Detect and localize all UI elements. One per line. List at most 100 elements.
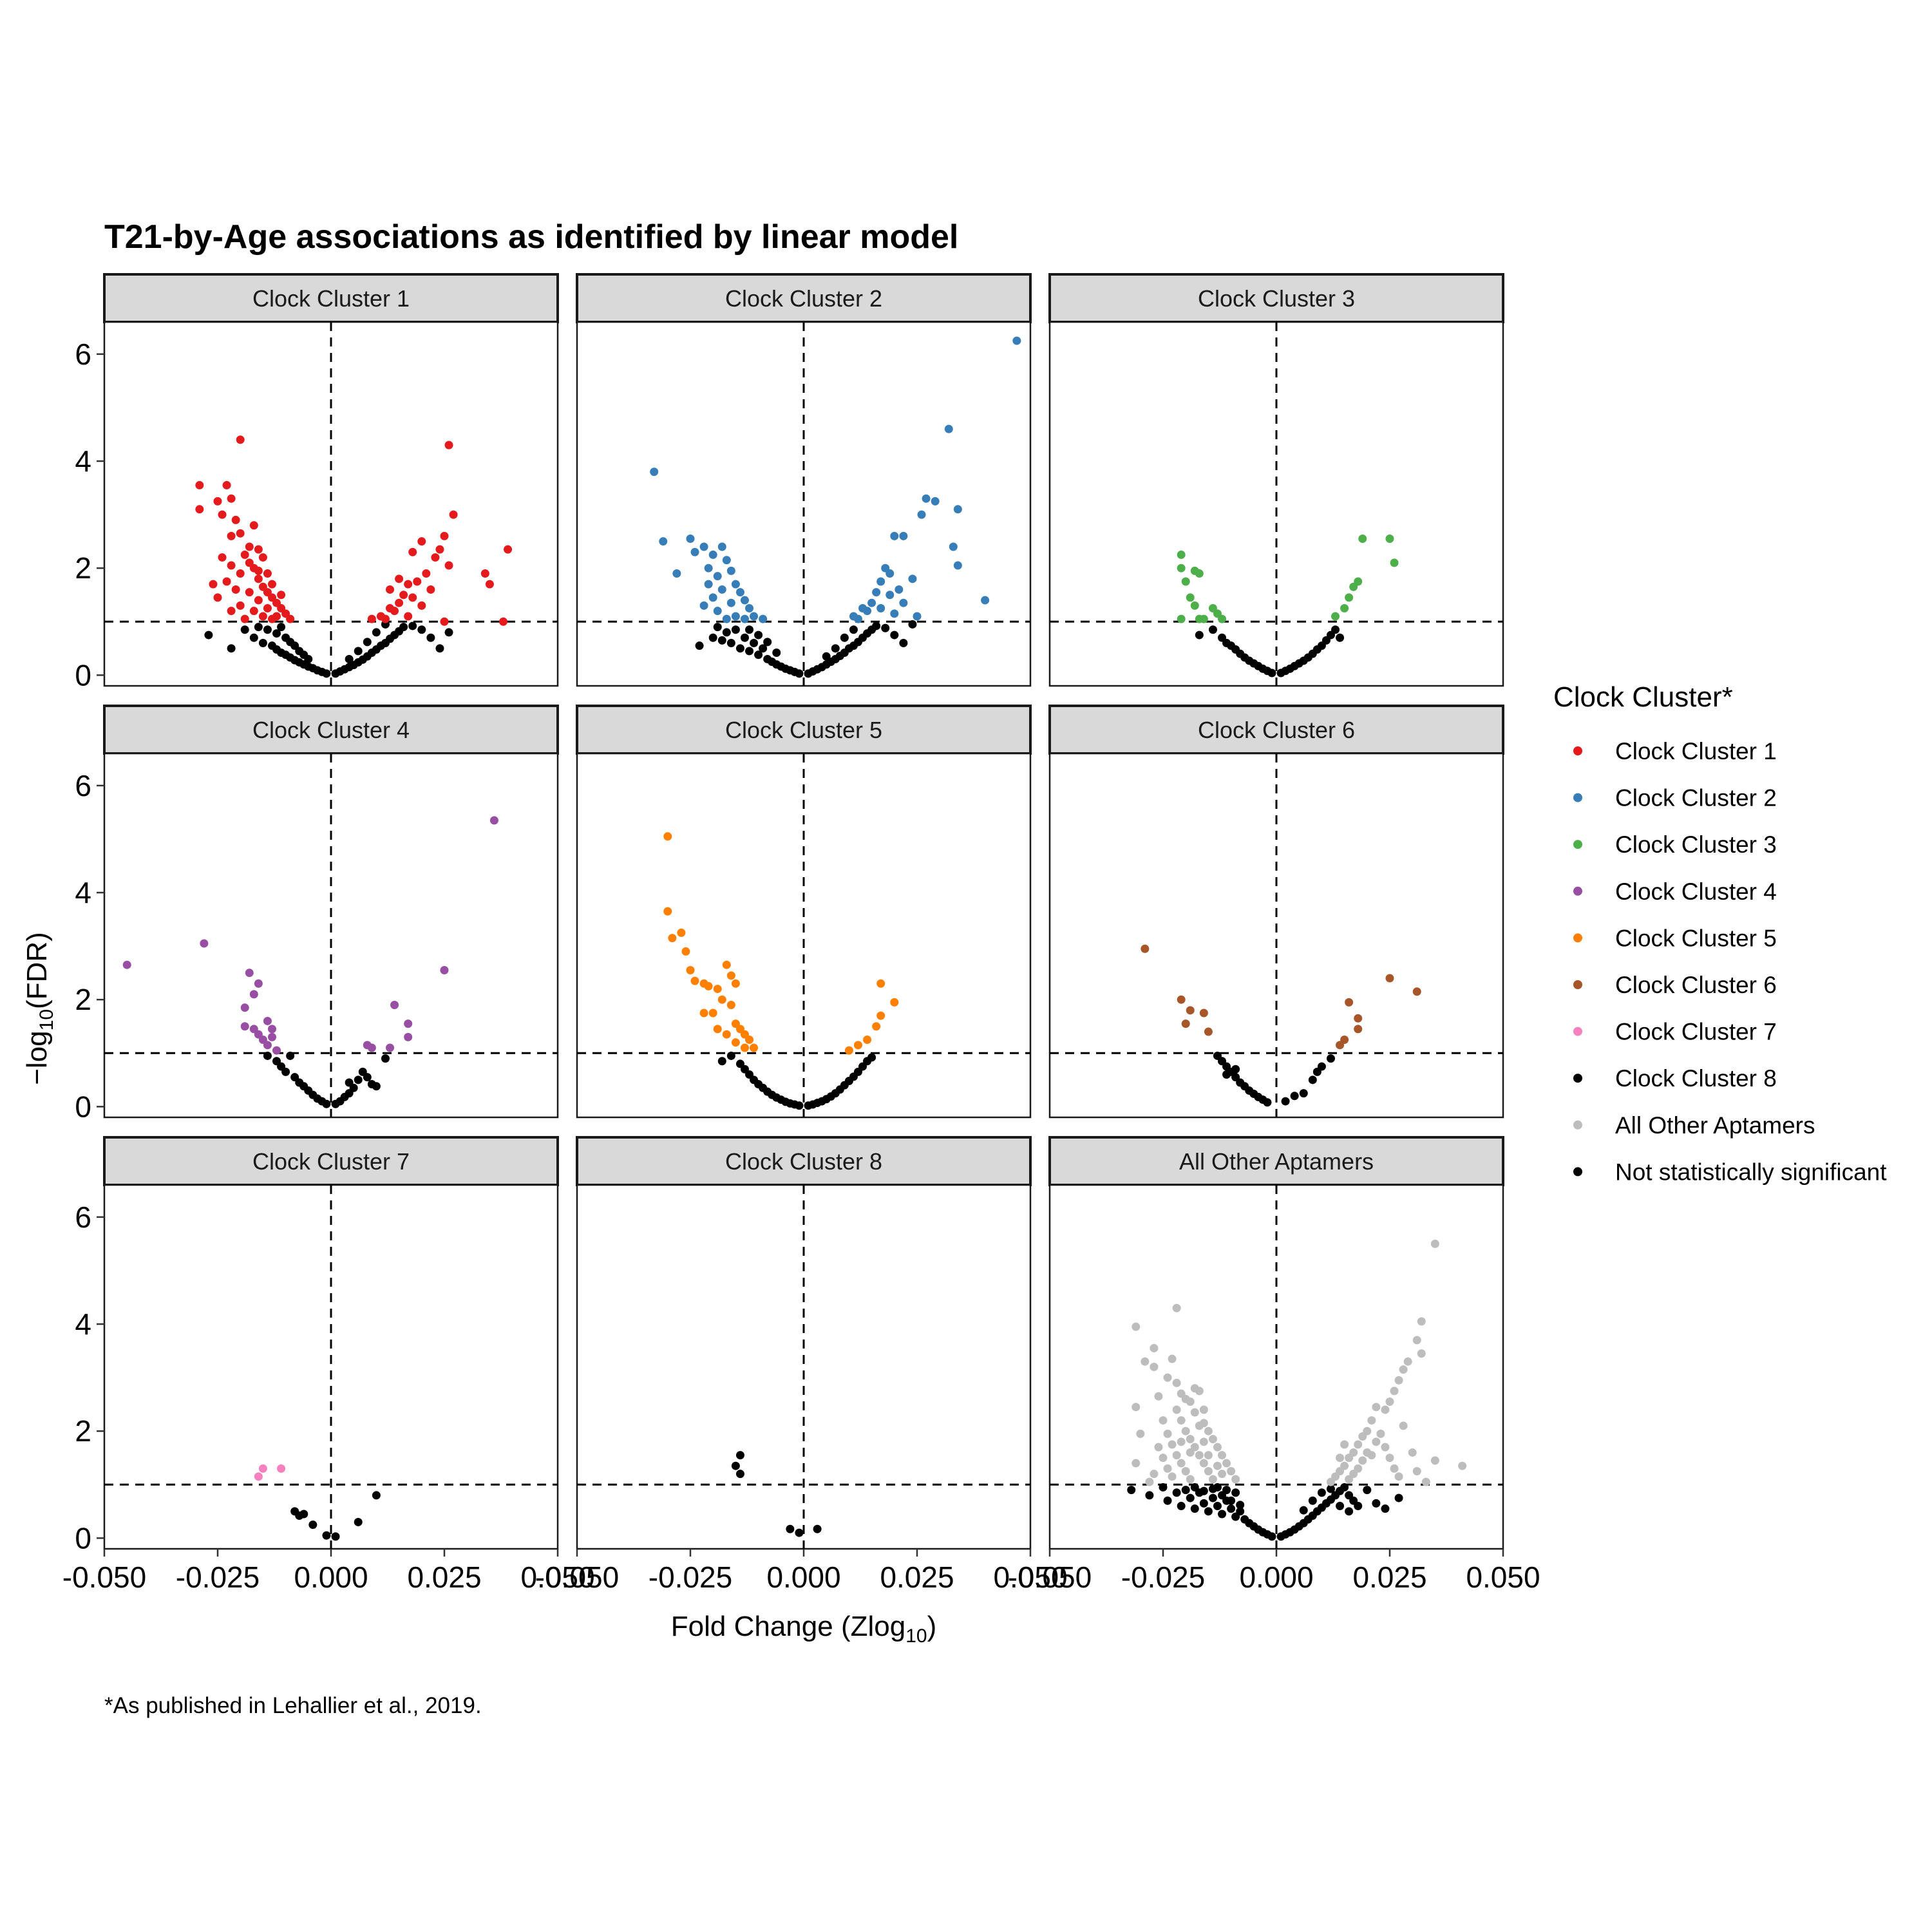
point-significant [704,580,713,589]
point-not-significant [786,1524,795,1533]
point-significant [122,960,131,969]
point-significant [1172,1451,1181,1460]
point-significant [1177,550,1186,559]
point-not-significant [322,1531,331,1540]
point-not-significant [1222,1486,1231,1495]
point-significant [440,531,449,540]
legend-label: All Other Aptamers [1615,1112,1815,1139]
point-significant [1177,995,1186,1004]
y-axis-label-part: (FDR) [21,932,53,1009]
facet-panel: Clock Cluster 3 [1048,273,1504,687]
point-significant [713,607,722,616]
point-significant [245,969,254,978]
legend-label: Clock Cluster 8 [1615,1065,1777,1092]
point-significant [1177,1459,1186,1468]
point-significant [1208,1475,1217,1484]
point-significant [245,588,254,597]
point-not-significant [1222,1070,1231,1079]
point-significant [917,510,926,519]
point-significant [699,1009,708,1018]
point-significant [1141,944,1150,953]
point-significant [231,585,240,594]
point-significant [1408,1448,1417,1457]
point-not-significant [435,644,444,653]
point-significant [376,612,385,621]
x-tick-label: -0.025 [176,1560,260,1594]
point-not-significant [1394,1493,1403,1502]
point-significant [386,1043,395,1052]
facet-strip [103,273,559,323]
point-significant [263,604,272,613]
legend: Clock Cluster* Clock Cluster 1 Clock Clust… [1553,681,1887,1185]
point-significant [404,580,413,589]
point-significant [717,542,726,551]
point-significant [236,569,245,578]
point-significant [1367,1416,1376,1425]
panel-frame [1048,321,1504,687]
point-significant [1340,604,1349,613]
point-not-significant [813,1524,822,1533]
facet-strip [576,273,1032,323]
point-significant [249,607,258,616]
point-not-significant [1227,1496,1236,1505]
x-axis-title: Fold Change (Zlog10) [671,1611,936,1647]
point-not-significant [240,625,249,634]
point-significant [745,604,754,613]
point-not-significant [1227,1504,1236,1513]
point-significant [1136,1429,1145,1438]
point-significant [1168,1354,1177,1363]
point-significant [1218,1470,1227,1479]
point-not-significant [444,628,453,637]
point-significant [1376,1429,1385,1438]
point-significant [750,612,759,621]
legend-swatch [1573,746,1582,755]
facet-strip-label: Clock Cluster 3 [1198,285,1355,312]
point-not-significant [258,639,267,648]
point-significant [254,596,263,605]
chart-caption: *As published in Lehallier et al., 2019. [104,1693,482,1718]
point-significant [731,580,740,589]
point-not-significant [1354,1502,1363,1511]
point-not-significant [1145,1491,1154,1500]
point-significant [417,537,426,546]
point-significant [745,1036,754,1045]
point-significant [1227,1467,1236,1476]
point-not-significant [1340,1482,1349,1492]
point-not-significant [1177,1502,1186,1511]
y-tick-label: 2 [75,1414,91,1448]
y-tick-label: 6 [75,337,91,371]
point-not-significant [840,633,849,642]
y-axis-title: −log10(FDR) [21,932,57,1085]
y-tick-label: 2 [75,551,91,585]
point-significant [222,577,231,586]
point-significant [668,934,677,943]
point-significant [735,588,744,597]
point-not-significant [795,1528,804,1537]
point-not-significant [426,633,435,642]
point-not-significant [1195,630,1204,639]
point-significant [249,521,258,530]
point-not-significant [408,621,417,630]
point-significant [1385,1397,1394,1406]
point-significant [395,574,404,583]
point-significant [272,1046,281,1055]
point-significant [1204,1027,1213,1036]
point-significant [1331,612,1340,621]
point-not-significant [263,625,272,634]
point-significant [240,1003,249,1012]
point-not-significant [322,1099,331,1108]
y-tick-label: 0 [75,1521,91,1555]
point-significant [872,588,881,597]
point-significant [1150,1363,1159,1371]
point-not-significant [249,633,258,642]
point-not-significant [1218,1510,1227,1519]
point-significant [258,553,267,562]
point-significant [1421,1477,1430,1486]
panel-frame [576,321,1032,687]
y-tick-label: 2 [75,983,91,1016]
point-not-significant [867,1053,876,1062]
point-significant [881,564,890,573]
point-not-significant [1345,1507,1354,1516]
point-significant [485,580,494,589]
point-not-significant [1381,1504,1390,1513]
